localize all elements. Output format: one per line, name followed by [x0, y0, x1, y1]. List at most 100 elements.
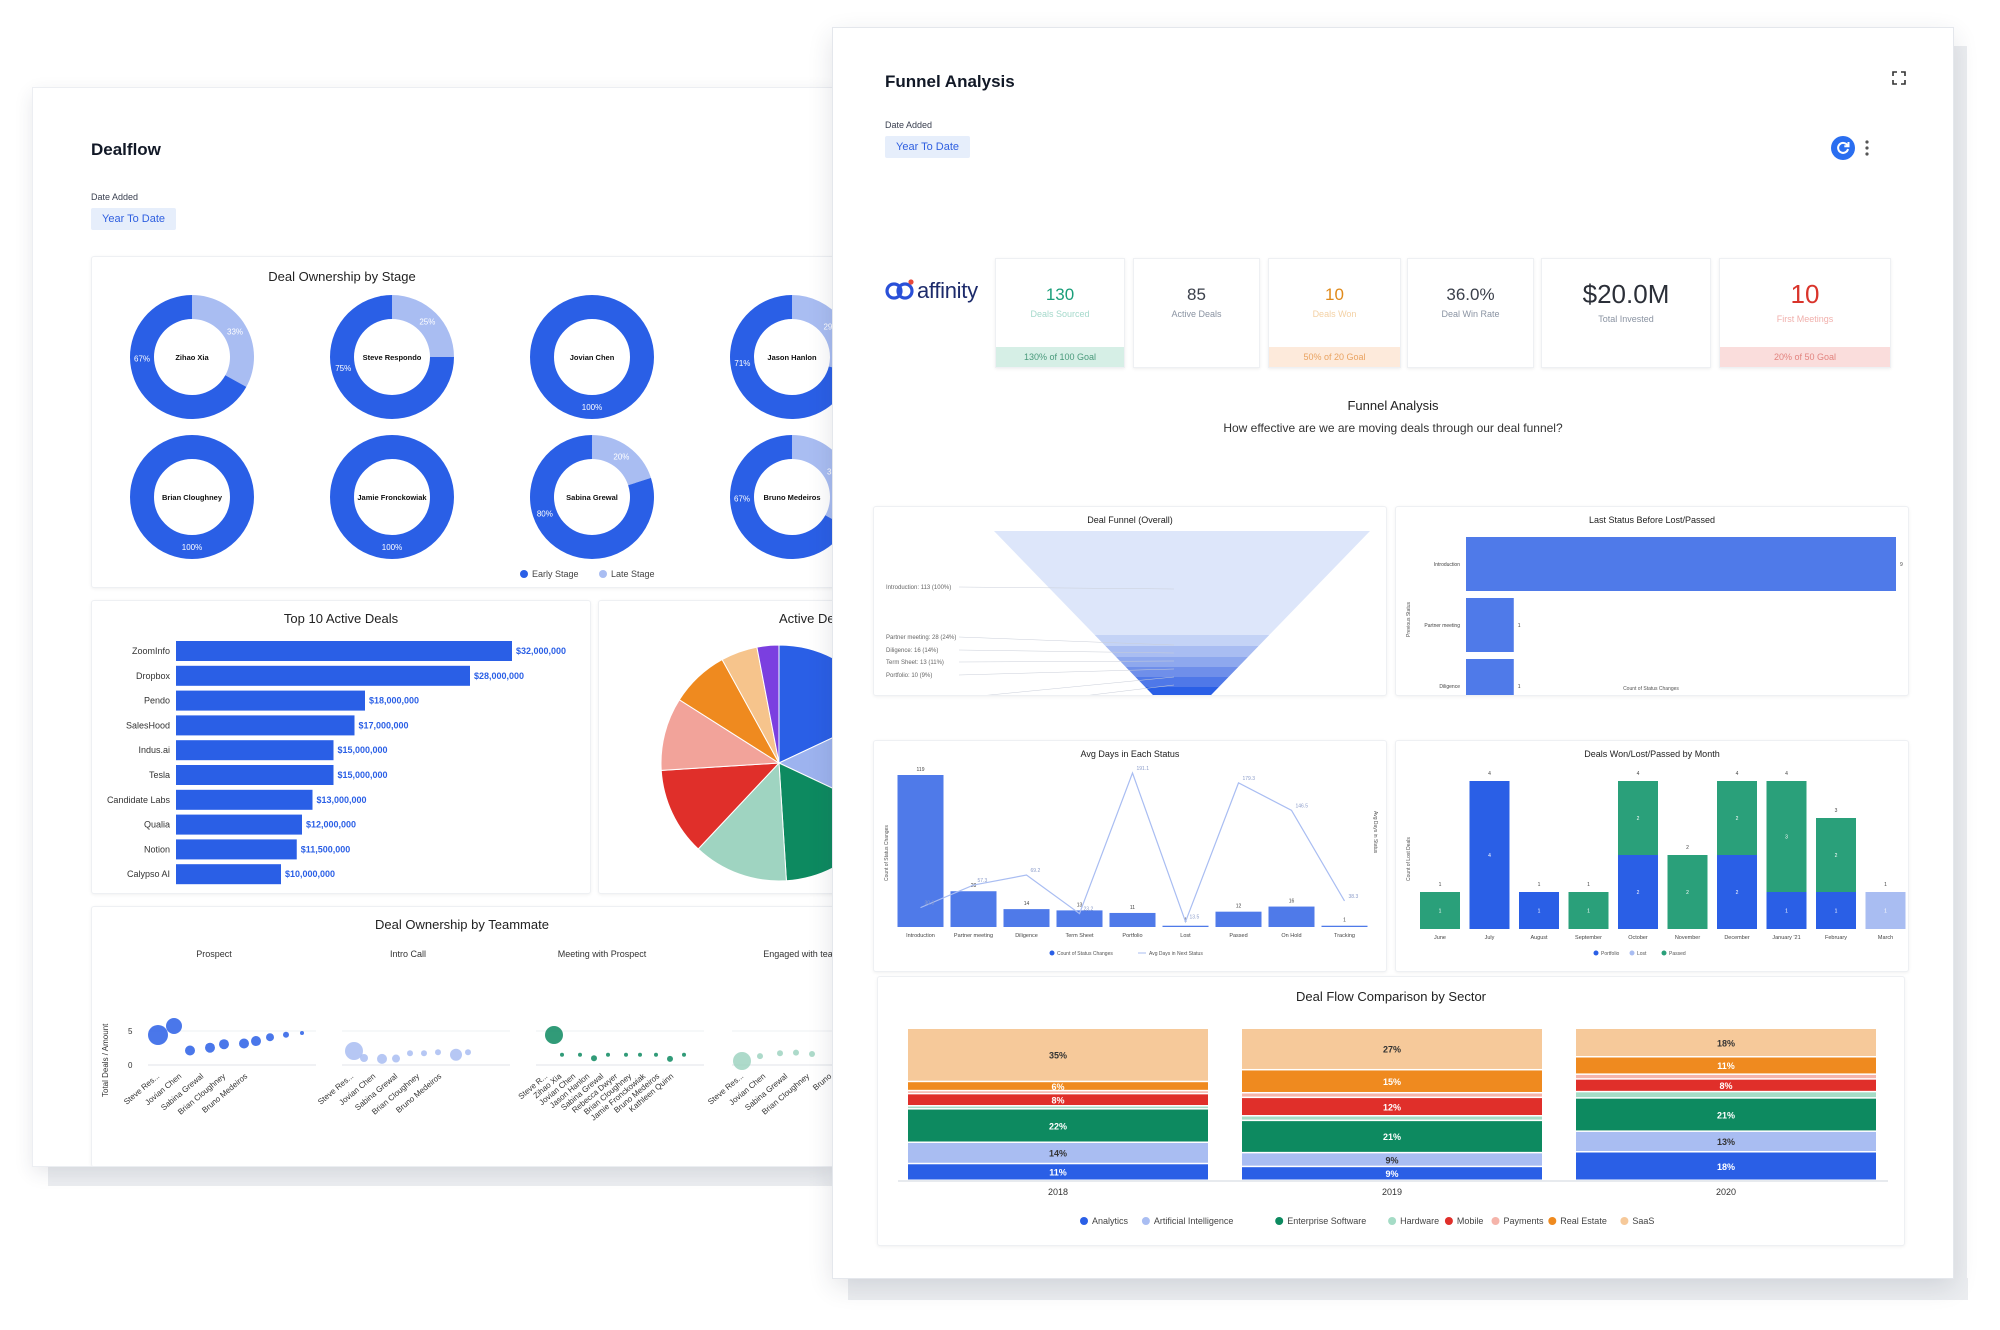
kpi-card-active-deals[interactable]: 85 Active Deals [1133, 258, 1260, 368]
funnel-stage-label: Introduction: 113 (100%) [886, 585, 951, 591]
donut-center-label: Bruno Medeiros [763, 493, 820, 502]
sector-segment [908, 1029, 1208, 1081]
status-value-label: 1 [1518, 684, 1521, 690]
sector-segment [1576, 1079, 1876, 1091]
passed-value-label: 2 [1686, 890, 1689, 896]
funnel-segment [1105, 646, 1259, 657]
scatter-point [667, 1055, 673, 1062]
won-lost-stacked-chart: Count of Lost Deals 1 1 June 4 4 July 1 1 August 1… [1406, 771, 1906, 957]
refresh-icon[interactable] [1831, 136, 1855, 160]
deal-value-label: $10,000,000 [285, 869, 335, 879]
donut-3: Jason Hanlon 71% 29% [730, 295, 833, 419]
pie-slice [778, 644, 833, 764]
donut-late-slice [792, 435, 833, 520]
month-total-label: 1 [1439, 882, 1442, 888]
month-total-label: 2 [1686, 845, 1689, 851]
scatter-point [251, 1036, 261, 1047]
avg-days-title: Avg Days in Each Status [1080, 749, 1180, 759]
funnel-stage-label: Diligence: 16 (14%) [886, 648, 938, 654]
kpi-card-first-meetings[interactable]: 10 First Meetings 20% of 50 Goal [1719, 258, 1891, 368]
avg-days-value-label: 30.3 [925, 901, 935, 907]
kpi-card-deals-sourced[interactable]: 130 Deals Sourced 130% of 100 Goal [995, 258, 1125, 368]
donut-early-label: 100% [382, 543, 402, 552]
deal-value-label: $18,000,000 [369, 696, 419, 706]
pie-slice [777, 737, 833, 789]
funnel-stage-label: Term Sheet: 13 (11%) [886, 660, 944, 666]
legend-marker [1593, 950, 1599, 956]
kpi-card-total-invested[interactable]: $20.0M Total Invested [1541, 258, 1711, 368]
funnel-date-filter-button[interactable]: Year To Date [885, 136, 970, 158]
avg-days-card: Avg Days in Each Status Count of Status … [873, 740, 1387, 972]
active-deals-card: Active De [598, 600, 833, 894]
kpi-label: Deal Win Rate [1441, 309, 1500, 319]
status-category-label: Introduction [906, 933, 935, 939]
legend-label: Enterprise Software [1287, 1216, 1366, 1226]
deal-name-label: SalesHood [126, 720, 170, 730]
scatter-point [407, 1050, 413, 1057]
won-lost-legend: Portfolio Lost Passed [1593, 950, 1686, 957]
donut-late-slice [592, 435, 651, 486]
scatter-point [560, 1052, 564, 1057]
won-lost-y-label: Count of Lost Deals [1406, 837, 1412, 881]
month-label: January '21 [1772, 935, 1800, 941]
donut-late-label: 20% [613, 453, 629, 462]
scatter-point [300, 1031, 304, 1035]
lost-value-label: 1 [1884, 909, 1887, 915]
teammate-name-label: Bruno [811, 1071, 833, 1092]
avg-days-value-label: 23.2 [1084, 907, 1094, 913]
legend-label: Mobile [1457, 1216, 1484, 1226]
kpi-card-deals-won[interactable]: 10 Deals Won 50% of 20 Goal [1268, 258, 1401, 368]
portfolio-value-label: 2 [1637, 890, 1640, 896]
status-category-label: Portfolio [1122, 933, 1142, 939]
legend-early-stage[interactable]: Early Stage [520, 569, 579, 579]
donut-late-slice [792, 295, 833, 368]
sector-segment [1576, 1029, 1876, 1056]
sector-value-label: 35% [1049, 1051, 1067, 1061]
legend-late-stage[interactable]: Late Stage [598, 569, 655, 579]
ownership-donut-charts: Zihao Xia 67% 33% Steve Respondo 75% 25% Jovia… [129, 295, 833, 559]
sector-segment [1576, 1098, 1876, 1131]
more-options-icon[interactable] [1863, 138, 1871, 158]
date-filter-button[interactable]: Year To Date [91, 208, 176, 230]
count-bar [1003, 909, 1050, 927]
won-lost-card: Deals Won/Lost/Passed by Month Count of … [1395, 740, 1909, 972]
sector-value-label: 9% [1385, 1155, 1398, 1165]
kpi-label: Total Invested [1598, 314, 1654, 324]
portfolio-value-label: 1 [1835, 909, 1838, 915]
status-value-label: 9 [1900, 562, 1903, 568]
sector-segment [1242, 1167, 1542, 1180]
sector-segment [1576, 1092, 1876, 1098]
deal-ownership-stage-card: Deal Ownership by Stage Zihao Xia 67% 33% S… [91, 256, 833, 588]
funnel-leader-line [958, 649, 1175, 654]
legend-label: Passed [1669, 951, 1686, 957]
deal-bar [176, 715, 355, 736]
status-category-label: Tracking [1334, 933, 1355, 939]
sector-segment [1242, 1093, 1542, 1097]
deal-value-label: $28,000,000 [474, 671, 524, 681]
dealflow-title: Dealflow [91, 140, 161, 159]
teammate-y-label: Total Deals / Amount [101, 1023, 110, 1097]
count-value-label: 12 [1236, 904, 1242, 910]
avg-days-value-label: 146.5 [1296, 803, 1309, 809]
scatter-point [578, 1052, 582, 1057]
avg-days-legend: Count of Status Changes Avg Days in Next … [1049, 950, 1203, 957]
portfolio-value-label: 2 [1736, 890, 1739, 896]
donut-center-label: Steve Respondo [363, 353, 422, 362]
count-value-label: 28 [971, 883, 977, 889]
deal-bar [176, 814, 302, 835]
deal-name-label: Tesla [149, 770, 170, 780]
scatter-point [682, 1052, 686, 1057]
deal-bar [176, 839, 297, 860]
legend-label: Lost [1637, 951, 1647, 957]
month-label: September [1575, 935, 1602, 941]
deal-name-label: Notion [144, 844, 170, 854]
month-total-label: 1 [1538, 882, 1541, 888]
top-active-deals-card: Top 10 Active Deals ZoomInfo $32,000,000 D… [91, 600, 591, 894]
scatter-point [793, 1049, 799, 1056]
scatter-point [465, 1049, 471, 1056]
scatter-point [450, 1048, 462, 1061]
expand-icon[interactable] [1891, 70, 1907, 86]
kpi-card-deal-win-rate[interactable]: 36.0% Deal Win Rate [1407, 258, 1534, 368]
portfolio-segment [1519, 892, 1559, 929]
